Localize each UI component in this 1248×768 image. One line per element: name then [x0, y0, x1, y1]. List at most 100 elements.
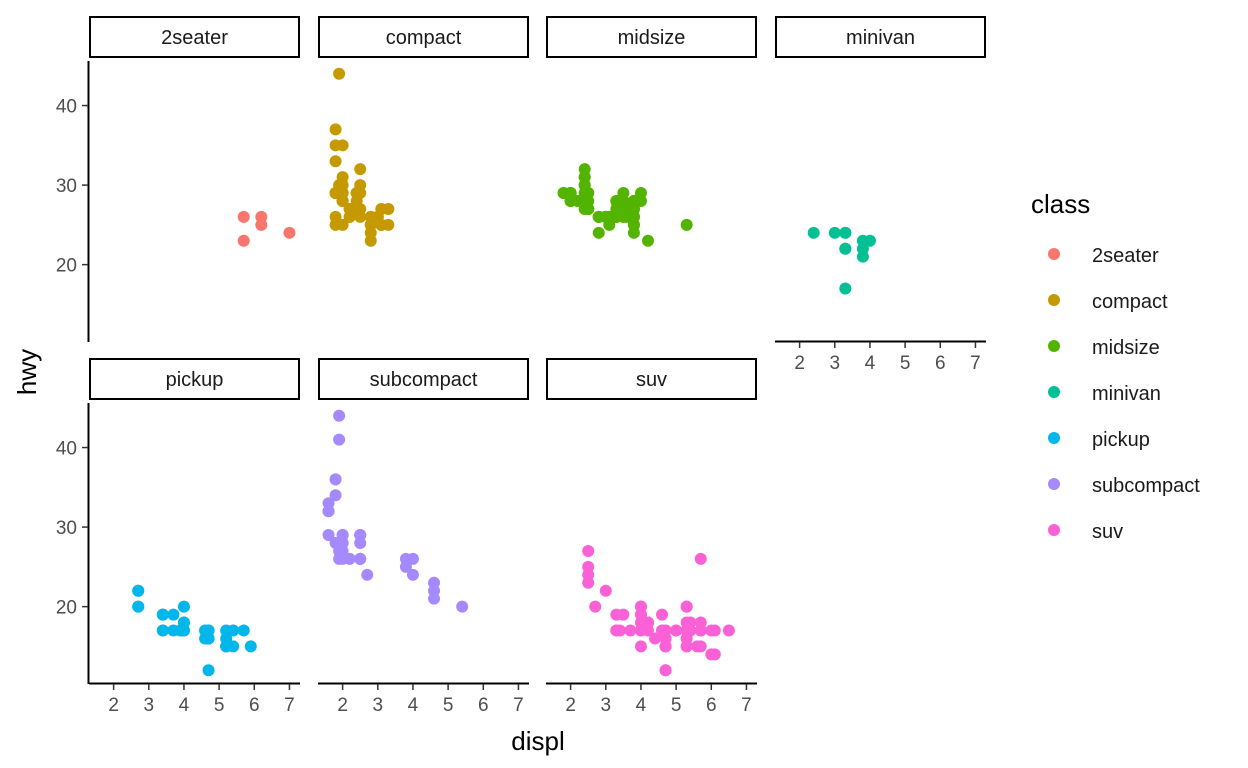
legend-key — [1048, 432, 1060, 444]
data-point — [333, 409, 346, 422]
x-tick-label: 4 — [636, 695, 647, 716]
data-point — [641, 234, 654, 247]
data-point — [177, 600, 190, 613]
data-point — [578, 163, 591, 176]
legend-label: subcompact — [1092, 475, 1200, 497]
facet-strip — [546, 16, 757, 58]
data-point — [283, 226, 296, 239]
x-tick-label: 2 — [108, 695, 119, 716]
x-tick-label: 3 — [372, 695, 383, 716]
data-point — [329, 537, 342, 549]
legend-item-subcompact: subcompact — [1048, 475, 1200, 497]
data-point — [634, 600, 647, 613]
data-point — [691, 640, 704, 653]
data-point — [329, 123, 342, 136]
data-point — [329, 155, 342, 168]
data-point — [694, 616, 707, 629]
data-point — [322, 505, 335, 518]
legend-label: minivan — [1092, 383, 1161, 405]
data-point — [343, 210, 356, 223]
facet-strip — [775, 16, 986, 58]
y-tick-label: 40 — [56, 97, 77, 118]
x-tick-label: 7 — [284, 695, 295, 716]
data-point — [227, 640, 240, 653]
data-point — [578, 179, 591, 192]
legend-label: suv — [1092, 521, 1123, 543]
data-point — [649, 632, 662, 645]
data-point — [382, 202, 395, 215]
facet-strip — [89, 358, 300, 400]
data-point — [336, 529, 349, 542]
data-point — [354, 163, 367, 176]
legend-key — [1048, 340, 1060, 352]
x-tick-label: 7 — [513, 695, 524, 716]
data-point — [839, 242, 852, 255]
x-axis-title: displ — [511, 726, 564, 756]
x-tick-label: 5 — [214, 695, 225, 716]
data-point — [641, 624, 654, 637]
data-point — [807, 226, 820, 239]
data-point — [599, 210, 612, 223]
panel-pickup: pickup 2 3 4 5 6 7 20 30 40 — [56, 358, 300, 716]
legend-label: compact — [1092, 291, 1168, 313]
legend-label: midsize — [1092, 337, 1160, 359]
data-point — [364, 218, 377, 231]
data-point — [634, 640, 647, 653]
legend-label: 2seater — [1092, 245, 1159, 267]
x-tick-label: 7 — [741, 695, 752, 716]
legend-key — [1048, 248, 1060, 260]
data-point — [406, 568, 419, 581]
data-point — [599, 584, 612, 597]
data-point — [656, 608, 669, 621]
data-point — [456, 600, 469, 613]
data-point — [839, 282, 852, 295]
data-point — [132, 584, 145, 597]
data-point — [624, 624, 637, 637]
data-point — [202, 664, 215, 677]
data-point — [364, 234, 377, 247]
data-point — [828, 226, 841, 239]
legend-key — [1048, 294, 1060, 306]
data-point — [255, 218, 268, 231]
data-point — [322, 529, 335, 542]
data-point — [680, 632, 693, 645]
y-tick-label: 30 — [56, 176, 77, 197]
x-tick-label: 3 — [829, 353, 840, 374]
panel-2seater: 2seater 20 30 40 — [56, 16, 300, 342]
data-point — [839, 226, 852, 239]
x-tick-label: 4 — [865, 353, 876, 374]
data-point — [336, 195, 349, 207]
data-point — [670, 624, 683, 637]
facet-strip-label: compact — [386, 27, 462, 49]
facet-strip-label: suv — [636, 369, 667, 391]
data-point — [406, 552, 419, 565]
facet-strip-label: midsize — [618, 27, 686, 49]
y-axis-title: hwy — [12, 349, 42, 395]
data-point — [156, 608, 169, 621]
data-point — [680, 218, 693, 231]
data-point — [336, 218, 349, 231]
data-point — [156, 624, 169, 637]
x-tick-label: 6 — [706, 695, 717, 716]
data-point — [329, 139, 342, 152]
x-tick-label: 6 — [249, 695, 260, 716]
data-point — [680, 600, 693, 613]
data-point — [428, 576, 441, 589]
legend-label: pickup — [1092, 429, 1150, 451]
data-point — [634, 195, 647, 207]
data-point — [371, 210, 384, 223]
x-tick-label: 5 — [671, 695, 682, 716]
data-point — [708, 648, 721, 661]
data-point — [582, 544, 595, 557]
data-point — [627, 202, 640, 215]
facet-strip — [318, 16, 529, 58]
y-tick-label: 20 — [56, 598, 77, 619]
data-point — [333, 179, 346, 192]
data-point — [382, 218, 395, 231]
legend: class 2seater compact midsize minivan pickup… — [1031, 189, 1200, 543]
data-point — [610, 624, 623, 637]
facet-strip — [89, 16, 300, 58]
data-point — [610, 210, 623, 223]
x-tick-label: 5 — [443, 695, 454, 716]
data-point — [627, 218, 640, 231]
